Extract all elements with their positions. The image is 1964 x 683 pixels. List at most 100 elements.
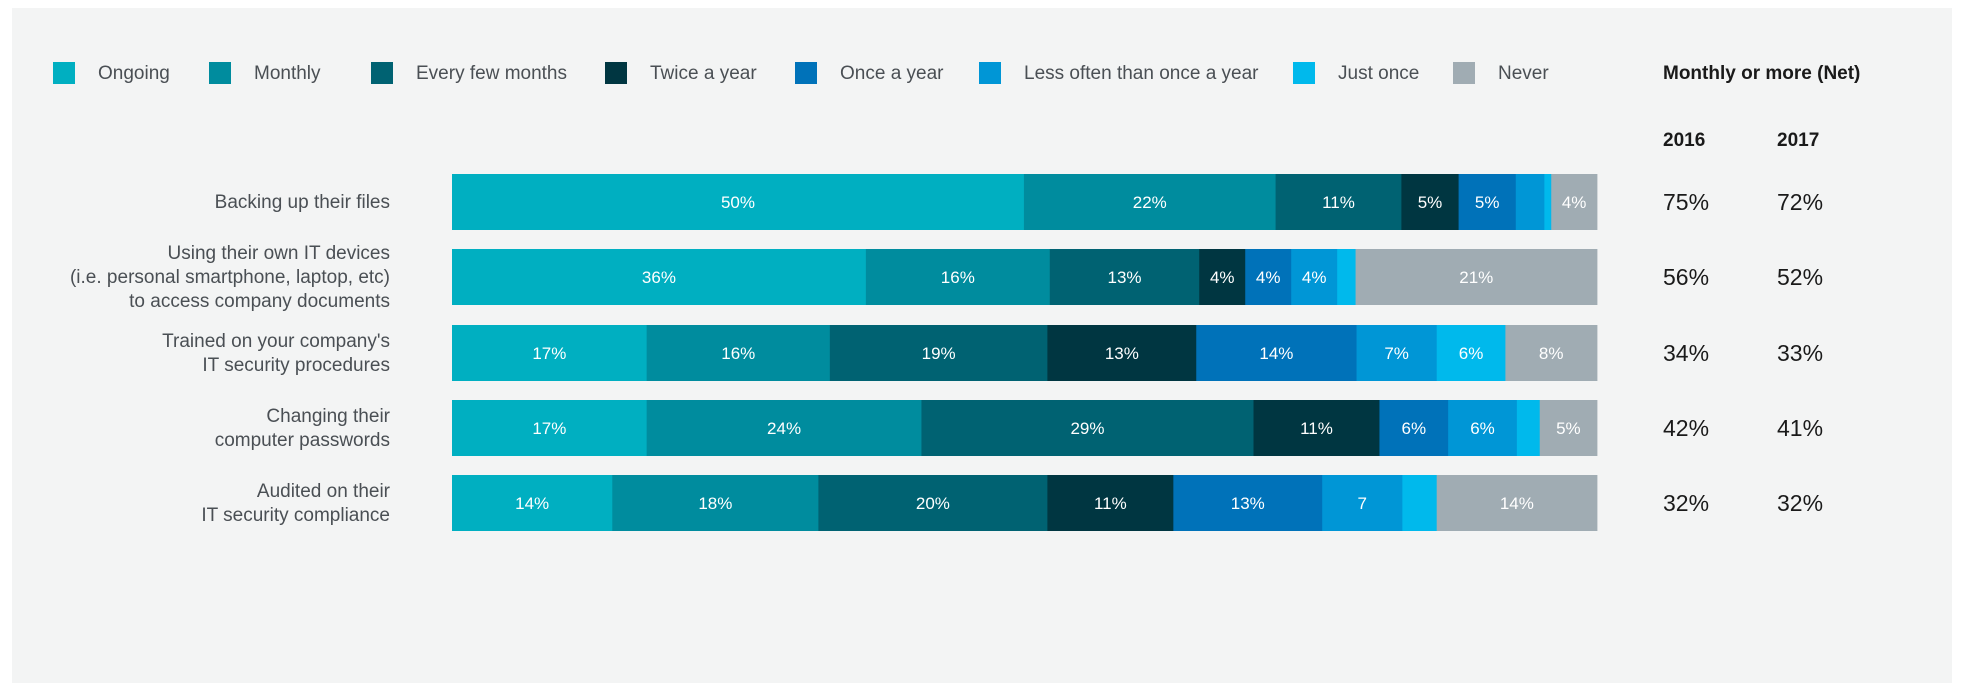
bar-segment [1515,174,1545,230]
legend-swatch [979,62,1001,84]
data-label: 17% [532,344,566,363]
bar-segment [921,400,1254,456]
bar-segment [818,475,1048,531]
bar-segment [1436,475,1598,531]
bar-segment [1196,325,1357,381]
data-label: 13% [1108,268,1142,287]
legend-label: Less often than once a year [1024,63,1259,84]
data-label: 29% [1070,419,1104,438]
bar-segment [1448,400,1518,456]
bar-segment [1047,475,1174,531]
legend-swatch [53,62,75,84]
net-value: 33% [1777,340,1823,366]
net-column-header: 2017 [1777,130,1819,151]
bar-segment [1551,174,1598,230]
bar-segment [646,325,831,381]
bar-segment [1539,400,1598,456]
data-label: 16% [941,268,975,287]
data-label: 6% [1459,344,1484,363]
category-label: IT security compliance [201,505,390,526]
data-label: 17% [532,419,566,438]
bar-segment [1544,174,1552,230]
category-label: Changing their [266,406,390,427]
bar-segment [1356,325,1438,381]
data-label: 21% [1459,268,1493,287]
net-value: 34% [1663,340,1709,366]
net-table: Monthly or more (Net) 2016 2017 75% 72% 56% 52… [1663,63,1860,516]
bar-segment [829,325,1048,381]
data-label: 5% [1475,193,1500,212]
bar-segment [452,475,613,531]
net-value: 41% [1777,415,1823,441]
data-label: 20% [916,494,950,513]
legend-swatch [1293,62,1315,84]
net-value: 32% [1663,490,1709,516]
data-label: 11% [1094,494,1127,513]
bar-segment [1337,249,1356,305]
data-label: 11% [1300,419,1333,438]
data-label: 14% [515,494,549,513]
data-label: 4% [1562,193,1587,212]
bar-segment [1253,400,1380,456]
data-label: 7 [1358,494,1367,513]
bar-segment [1436,325,1506,381]
bar-segment [1047,325,1197,381]
category-label: to access company documents [129,291,390,312]
bar-segment [452,174,1025,230]
legend-swatch [605,62,627,84]
net-value: 52% [1777,264,1823,290]
category-label: Backing up their files [215,192,390,213]
legend-label: Twice a year [650,63,757,84]
bar-segment [1458,174,1517,230]
bar-segment [1379,400,1449,456]
bar-segment [452,400,648,456]
data-label: 5% [1556,419,1581,438]
bar-segment [1245,249,1292,305]
bar-segment [1173,475,1323,531]
bar-segment [1275,174,1402,230]
net-value: 42% [1663,415,1709,441]
data-label: 11% [1322,193,1355,212]
bar-segment [1516,400,1541,456]
data-label: 22% [1133,193,1167,212]
legend-label: Monthly [254,63,321,84]
bar-segment [612,475,819,531]
bar-segment [1355,249,1598,305]
data-label: 8% [1539,344,1564,363]
category-label: (i.e. personal smartphone, laptop, etc) [70,267,390,288]
legend-swatch [795,62,817,84]
row-labels: Backing up their files Using their own IT… [70,192,391,526]
category-label: computer passwords [215,430,390,451]
data-label: 14% [1259,344,1293,363]
bars: 50% 22% 11% 5% 5% 4% 36% 16% 13% 4% 4% 4% 21% 17% 16% 1… [452,174,1598,531]
data-label: 5% [1418,193,1443,212]
bar-segment [1049,249,1200,305]
data-label: 14% [1500,494,1534,513]
bar-segment [1401,174,1459,230]
legend-swatch [1453,62,1475,84]
bar-segment [865,249,1051,305]
data-label: 36% [642,268,676,287]
legend-label: Ongoing [98,63,170,84]
legend-label: Once a year [840,63,944,84]
data-label: 13% [1105,344,1139,363]
legend-label: Every few months [416,63,567,84]
legend-label: Never [1498,63,1549,84]
data-label: 13% [1231,494,1265,513]
data-label: 18% [698,494,732,513]
data-label: 24% [767,419,801,438]
net-value: 32% [1777,490,1823,516]
legend-swatch [209,62,231,84]
bar-segment [1505,325,1598,381]
legend: Ongoing Monthly Every few months Twice a ye… [53,62,1549,84]
legend-swatch [371,62,393,84]
bar-segment [1322,475,1403,531]
net-column-header: 2016 [1663,130,1705,151]
bar-segment [1023,174,1276,230]
data-label: 19% [922,344,956,363]
data-label: 6% [1402,419,1427,438]
bar-segment [1199,249,1246,305]
chart-panel: Ongoing Monthly Every few months Twice a ye… [12,8,1952,683]
net-value: 72% [1777,189,1823,215]
net-title: Monthly or more (Net) [1663,63,1860,84]
